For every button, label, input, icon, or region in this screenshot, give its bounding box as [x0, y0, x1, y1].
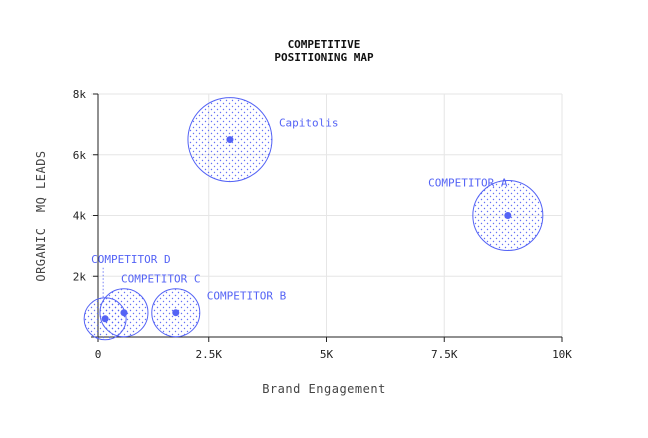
axes: 0 2.5K 5K 7.5K 10K 2k 4k 6k 8k	[73, 88, 573, 361]
bubble-group: COMPETITOR B	[151, 288, 287, 338]
bubble-group: COMPETITOR A	[428, 177, 544, 251]
x-tick-label: 10K	[552, 348, 572, 361]
bubble-label: COMPETITOR C	[121, 273, 200, 286]
bubbles: Capitolis COMPETITOR A COMPETITOR B COMPETI…	[83, 97, 544, 341]
bubble-label: COMPETITOR D	[91, 253, 170, 266]
grid	[91, 93, 563, 337]
y-tick-label: 6k	[73, 149, 87, 162]
chart-title-line: COMPETITIVE	[288, 38, 361, 51]
bubble-center-dot	[226, 136, 234, 144]
y-tick-label: 4k	[73, 210, 87, 223]
y-tick-label: 2k	[73, 270, 87, 283]
x-tick-label: 7.5K	[431, 348, 458, 361]
x-tick-label: 2.5K	[196, 348, 223, 361]
bubble-group: COMPETITOR D	[83, 253, 171, 341]
bubble-center-dot	[504, 212, 512, 219]
y-tick-label: 8k	[73, 88, 87, 101]
bubble-center-dot	[101, 315, 109, 323]
x-tick-label: 5K	[320, 348, 334, 361]
chart-title-line: POSITIONING MAP	[274, 51, 374, 64]
y-axis-title: ORGANIC MQ LEADS	[34, 150, 48, 281]
bubble-label: COMPETITOR B	[207, 290, 287, 303]
bubble-label: COMPETITOR A	[428, 177, 508, 190]
bubble-group: Capitolis	[187, 97, 339, 183]
bubble-center-dot	[172, 309, 180, 317]
bubble-label: Capitolis	[279, 117, 339, 130]
x-axis-title: Brand Engagement	[262, 382, 386, 396]
x-tick-label: 0	[95, 348, 102, 361]
